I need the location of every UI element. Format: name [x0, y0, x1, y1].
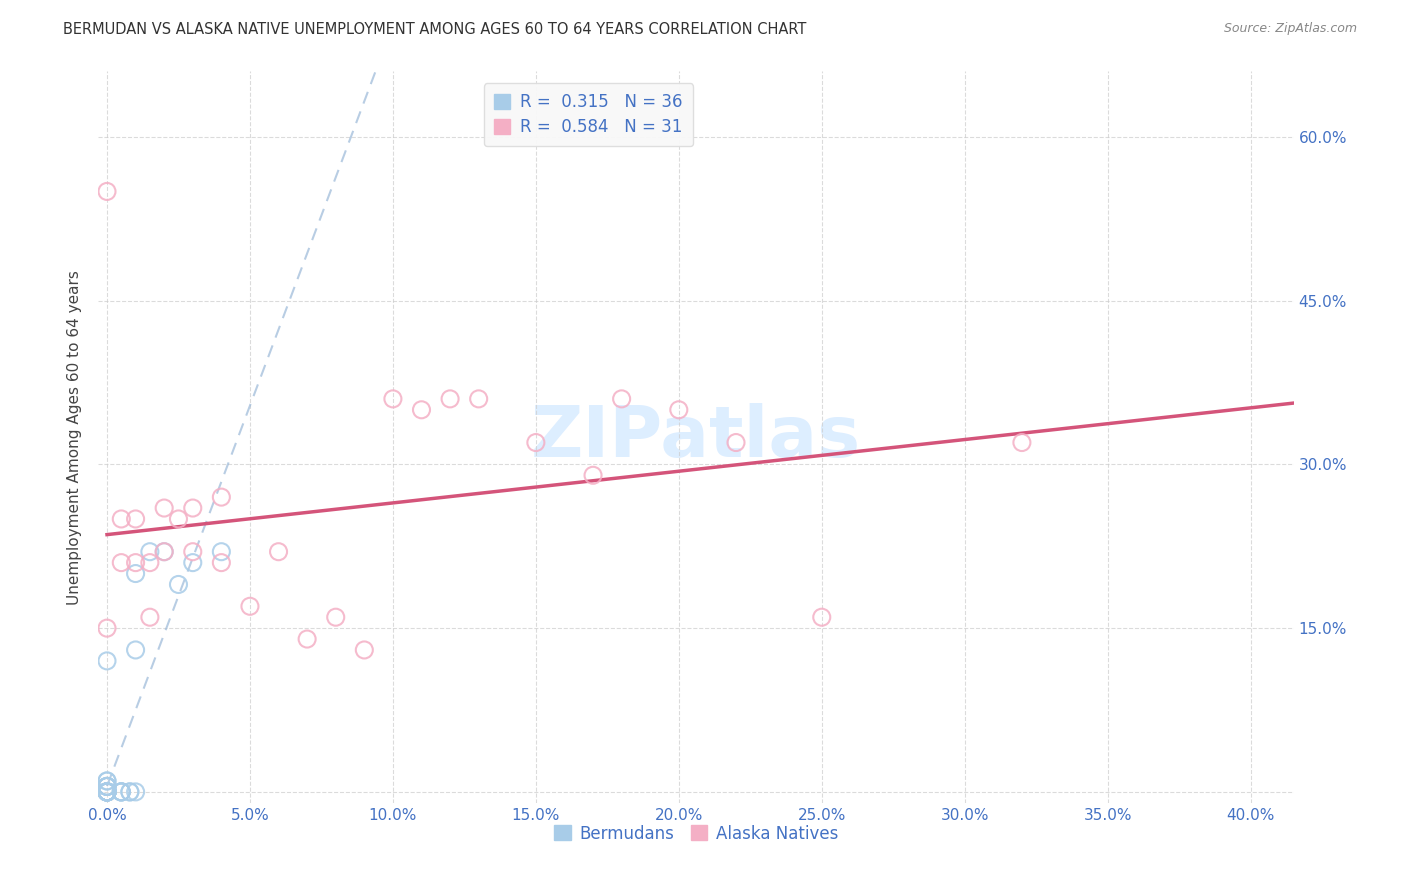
Point [96, 774, 118, 789]
Point [110, 512, 132, 526]
Point [139, 610, 162, 624]
Point [96, 785, 118, 799]
Point [96, 185, 118, 199]
Point [96, 785, 118, 799]
Point [153, 501, 176, 516]
Point [524, 435, 547, 450]
Point [1011, 435, 1033, 450]
Point [153, 545, 176, 559]
Point [467, 392, 489, 406]
Point [96, 774, 118, 789]
Point [96, 654, 118, 668]
Point [181, 501, 204, 516]
Point [810, 610, 832, 624]
Point [96, 780, 118, 794]
Y-axis label: Unemployment Among Ages 60 to 64 years: Unemployment Among Ages 60 to 64 years [66, 269, 82, 605]
Point [353, 643, 375, 657]
Point [96, 785, 118, 799]
Point [96, 785, 118, 799]
Point [110, 785, 132, 799]
Point [124, 512, 146, 526]
Point [124, 566, 146, 581]
Point [381, 392, 404, 406]
Point [96, 785, 118, 799]
Point [110, 556, 132, 570]
Point [610, 392, 633, 406]
Point [96, 785, 118, 799]
Legend: Bermudans, Alaska Natives: Bermudans, Alaska Natives [547, 818, 845, 849]
Point [582, 468, 605, 483]
Point [209, 556, 232, 570]
Point [118, 785, 141, 799]
Point [96, 785, 118, 799]
Point [96, 785, 118, 799]
Point [96, 785, 118, 799]
Point [124, 785, 146, 799]
Point [724, 435, 747, 450]
Point [118, 785, 141, 799]
Point [167, 512, 190, 526]
Point [124, 643, 146, 657]
Point [96, 785, 118, 799]
Point [295, 632, 318, 646]
Point [411, 402, 433, 417]
Point [181, 556, 204, 570]
Point [124, 556, 146, 570]
Point [110, 785, 132, 799]
Point [96, 785, 118, 799]
Point [110, 785, 132, 799]
Text: ZIPatlas: ZIPatlas [531, 402, 860, 472]
Point [267, 545, 290, 559]
Point [209, 490, 232, 504]
Point [439, 392, 461, 406]
Point [325, 610, 347, 624]
Point [96, 621, 118, 635]
Point [96, 780, 118, 794]
Point [139, 556, 162, 570]
Point [96, 780, 118, 794]
Point [139, 545, 162, 559]
Point [96, 785, 118, 799]
Point [96, 785, 118, 799]
Point [209, 545, 232, 559]
Point [668, 402, 690, 417]
Point [96, 780, 118, 794]
Text: Source: ZipAtlas.com: Source: ZipAtlas.com [1223, 22, 1357, 36]
Point [239, 599, 262, 614]
Text: BERMUDAN VS ALASKA NATIVE UNEMPLOYMENT AMONG AGES 60 TO 64 YEARS CORRELATION CHA: BERMUDAN VS ALASKA NATIVE UNEMPLOYMENT A… [63, 22, 807, 37]
Point [153, 545, 176, 559]
Point [96, 780, 118, 794]
Point [167, 577, 190, 591]
Point [110, 785, 132, 799]
Point [181, 545, 204, 559]
Point [96, 785, 118, 799]
